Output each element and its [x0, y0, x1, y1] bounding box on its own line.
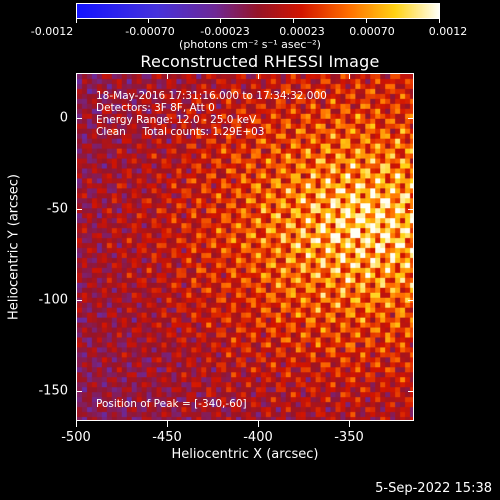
y-tick	[76, 118, 82, 119]
y-tick-label: 0	[59, 110, 68, 126]
y-tick-label: -150	[38, 383, 68, 399]
x-tick	[167, 421, 168, 427]
y-tick	[76, 209, 82, 210]
colorbar	[76, 3, 440, 19]
x-tick-label: -500	[61, 430, 91, 445]
colorbar-tick	[220, 19, 221, 23]
colorbar-tick	[366, 19, 367, 23]
x-tick	[258, 421, 259, 427]
x-tick-top	[258, 73, 259, 79]
colorbar-tick	[148, 19, 149, 23]
info-line-time: 18-May-2016 17:31:16.000 to 17:34:32.000	[96, 90, 327, 102]
x-axis-title: Heliocentric X (arcsec)	[171, 447, 319, 462]
x-tick-top	[349, 73, 350, 79]
x-tick	[76, 421, 77, 427]
info-line-counts: Clean Total counts: 1.29E+03	[96, 126, 265, 138]
colorbar-tick-label: -0.00070	[125, 25, 175, 38]
heatmap-image	[77, 74, 413, 420]
colorbar-tick	[293, 19, 294, 23]
colorbar-tick	[76, 19, 77, 23]
colorbar-tick-label: 0.00070	[349, 25, 395, 38]
y-tick-right	[408, 300, 414, 301]
x-tick-label: -400	[243, 430, 273, 445]
info-line-detectors: Detectors: 3F 8F, Att 0	[96, 102, 215, 114]
colorbar-tick-label: -0.00023	[200, 25, 250, 38]
y-tick-label: -100	[38, 292, 68, 308]
plot-title: Reconstructed RHESSI Image	[140, 52, 380, 71]
x-tick	[349, 421, 350, 427]
timestamp: 5-Sep-2022 15:38	[375, 481, 492, 496]
y-tick-label: -50	[46, 201, 68, 217]
y-tick-right	[408, 209, 414, 210]
info-line-energy: Energy Range: 12.0 - 25.0 keV	[96, 114, 257, 126]
colorbar-tick-label: 0.0012	[428, 25, 468, 38]
y-tick	[76, 391, 82, 392]
x-tick-label: -450	[152, 430, 182, 445]
plot-area: 18-May-2016 17:31:16.000 to 17:34:32.000…	[76, 73, 414, 421]
y-axis-title: Heliocentric Y (arcsec)	[6, 174, 22, 320]
y-tick-right	[408, 391, 414, 392]
x-tick-label: -350	[334, 430, 364, 445]
colorbar-tick	[439, 19, 440, 23]
colorbar-tick-label: -0.0012	[30, 25, 74, 38]
colorbar-units-label: (photons cm⁻² s⁻¹ asec⁻²)	[179, 38, 321, 51]
y-tick-right	[408, 118, 414, 119]
x-tick-top	[167, 73, 168, 79]
y-tick	[76, 300, 82, 301]
colorbar-tick-label: 0.00023	[279, 25, 325, 38]
peak-position-label: Position of Peak = [-340,-60]	[96, 398, 247, 410]
